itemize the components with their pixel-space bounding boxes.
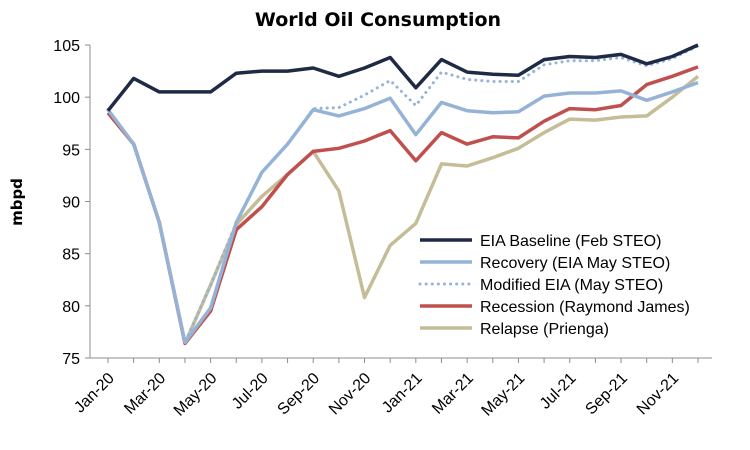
chart-title: World Oil Consumption	[255, 9, 501, 31]
x-tick-label: Mar-21	[429, 370, 477, 418]
x-tick-label: Sep-20	[275, 370, 324, 419]
y-tick-label: 85	[62, 247, 80, 264]
axes: 75 80 85 90 95 100 105 Jan-20 Mar-20 May-20 Jul-20…	[53, 38, 712, 420]
legend-label-4: Relapse (Prienga)	[480, 321, 609, 338]
x-tick-label: Jul-20	[229, 370, 272, 413]
y-tick-label: 80	[62, 299, 80, 316]
y-tick-label: 75	[62, 351, 80, 368]
legend: EIA Baseline (Feb STEO) Recovery (EIA May…	[418, 233, 690, 338]
legend-label-0: EIA Baseline (Feb STEO)	[480, 233, 661, 250]
y-tick-label: 95	[62, 142, 80, 159]
x-tick-label: Jan-20	[71, 370, 118, 417]
series-group	[106, 43, 700, 346]
y-tick-label: 105	[53, 38, 80, 55]
y-tick-label: 100	[53, 90, 80, 107]
legend-label-2: Modified EIA (May STEO)	[480, 277, 663, 294]
x-tick-label: Jul-21	[537, 370, 580, 413]
series-line-1	[106, 80, 699, 345]
x-tick-label: Nov-21	[634, 370, 683, 419]
x-tick-label: May-20	[171, 370, 221, 420]
x-tick-label: May-21	[479, 370, 529, 420]
y-tick-label: 90	[62, 195, 80, 212]
y-axis-label: mbpd	[8, 178, 26, 226]
legend-label-3: Recession (Raymond James)	[480, 299, 690, 316]
series-line-2	[106, 44, 700, 344]
x-tick-label: Sep-21	[582, 370, 631, 419]
legend-label-1: Recovery (EIA May STEO)	[480, 255, 670, 272]
series-line-0	[106, 43, 699, 112]
x-tick-label: Nov-20	[326, 370, 375, 419]
x-tick-label: Mar-20	[121, 370, 169, 418]
x-tick-label: Jan-21	[379, 370, 426, 417]
